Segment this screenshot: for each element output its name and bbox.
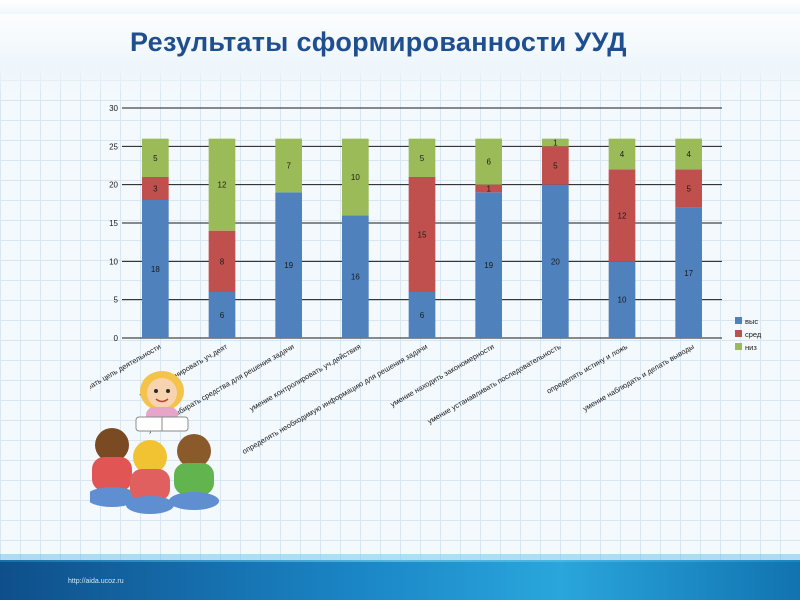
bar-segment (275, 192, 302, 338)
bar-segment (542, 184, 569, 338)
bar-segment (342, 138, 369, 216)
category-label-group: умение находить закономерности (389, 342, 496, 409)
category-label: умение наблюдать и делать выводы (581, 342, 695, 413)
bar-segment (475, 138, 502, 185)
title-band (0, 0, 800, 95)
legend: выс сред низ (735, 317, 762, 352)
bar-segment (142, 138, 169, 177)
y-tick-label: 30 (109, 104, 118, 113)
category-label: умение находить закономерности (389, 342, 496, 409)
data-label: 19 (284, 261, 293, 270)
data-label: 12 (218, 181, 227, 190)
data-label: 5 (553, 162, 558, 171)
data-label: 6 (486, 158, 491, 167)
data-label: 4 (620, 150, 625, 159)
y-axis-ticks: 0 5 10 15 20 25 30 (109, 104, 118, 343)
bar-segment (208, 138, 236, 231)
data-label: 5 (153, 154, 158, 163)
data-label: 5 (686, 185, 691, 194)
bar-segment (208, 230, 236, 292)
legend-label: низ (745, 343, 757, 352)
category-label-group: умение наблюдать и делать выводы (581, 342, 695, 413)
data-label: 1 (553, 139, 558, 148)
data-label: 1 (486, 185, 491, 194)
category-label: умение контролировать уч.действия (248, 342, 362, 413)
data-label: 4 (686, 150, 691, 159)
bar-segment (675, 169, 702, 208)
chart-area: 0 5 10 15 20 25 30 18 3 5 6 8 12 19 7 16 10 6 15 5 19 1 6 20 5 1… (46, 95, 790, 545)
data-label: 6 (420, 311, 425, 320)
footer-band (0, 554, 800, 600)
bar-segment (475, 184, 502, 193)
top-strip (0, 0, 800, 14)
data-label: 19 (484, 261, 493, 270)
bar-segment (275, 138, 302, 193)
y-tick-label: 15 (109, 219, 118, 228)
bar-segment (675, 207, 702, 338)
children-reading-illustration-icon (86, 371, 219, 514)
data-label: 17 (684, 269, 693, 278)
category-label-group: умение контролировать уч.действия (248, 342, 362, 413)
data-label: 15 (418, 231, 427, 240)
data-label: 10 (351, 173, 360, 182)
legend-label: выс (745, 317, 758, 326)
data-label: 20 (551, 257, 560, 266)
y-tick-label: 25 (109, 142, 118, 151)
data-label: 3 (153, 185, 158, 194)
data-label: 8 (220, 257, 225, 266)
data-label: 7 (286, 162, 291, 171)
category-label-group: умение устанавливать последовательность (426, 342, 562, 426)
data-label: 16 (351, 273, 360, 282)
bar-segment (142, 200, 169, 338)
legend-swatch (735, 317, 742, 324)
bar-segment (542, 138, 569, 147)
legend-swatch (735, 330, 742, 337)
slide-title: Результаты сформированности УУД (130, 27, 627, 57)
bar-segment (408, 292, 436, 338)
footer-url: http://aida.ucoz.ru (68, 578, 124, 585)
bar-segment (408, 138, 436, 177)
bar-segment (608, 138, 636, 170)
legend-label: сред (745, 330, 762, 339)
legend-swatch (735, 343, 742, 350)
bar-segment (608, 169, 636, 262)
bar-segment (408, 177, 436, 292)
data-label: 18 (151, 265, 160, 274)
y-tick-label: 5 (114, 296, 119, 305)
data-label: 6 (220, 311, 225, 320)
bar-segment (542, 146, 569, 185)
y-tick-label: 0 (114, 334, 119, 343)
bar-segment (675, 138, 702, 170)
y-tick-label: 20 (109, 181, 118, 190)
bar-segment (142, 177, 169, 200)
bars (142, 138, 702, 338)
data-label: 5 (420, 154, 425, 163)
data-label: 10 (618, 296, 627, 305)
data-label: 12 (618, 211, 627, 220)
category-label: умение устанавливать последовательность (426, 342, 562, 426)
bar-segment (608, 261, 636, 338)
bar-segment (475, 192, 502, 338)
bar-segment (342, 215, 369, 338)
y-tick-label: 10 (109, 257, 118, 266)
bar-segment (208, 292, 236, 338)
